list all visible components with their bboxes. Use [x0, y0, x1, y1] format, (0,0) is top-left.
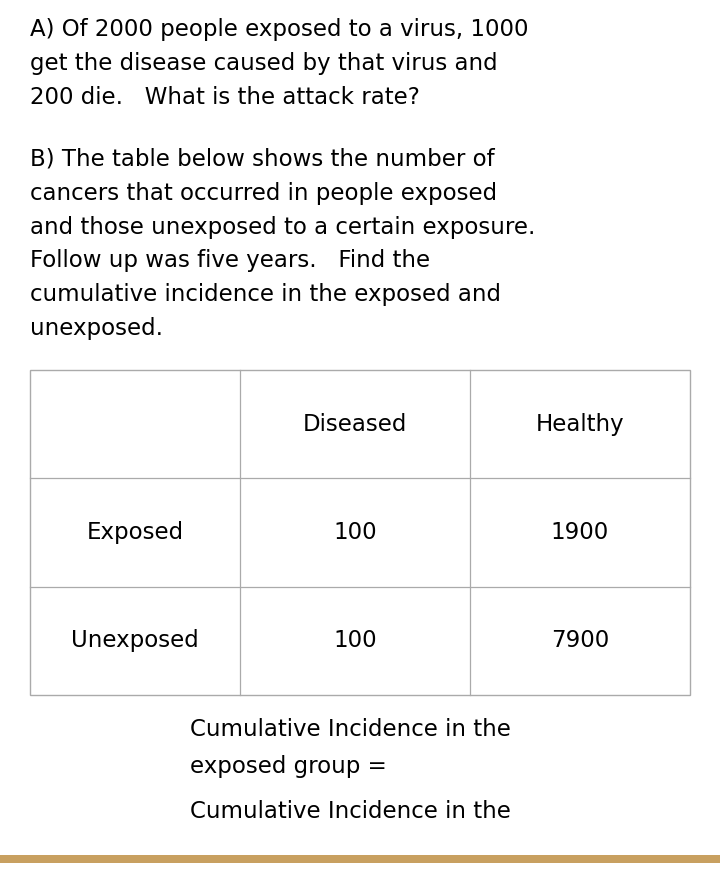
Text: B) The table below shows the number of
cancers that occurred in people exposed
a: B) The table below shows the number of c… — [30, 148, 536, 340]
Text: Unexposed: Unexposed — [71, 630, 199, 652]
Text: 1900: 1900 — [551, 521, 609, 544]
Text: Cumulative Incidence in the: Cumulative Incidence in the — [190, 718, 511, 741]
Text: Exposed: Exposed — [86, 521, 184, 544]
Text: 7900: 7900 — [551, 630, 609, 652]
Text: Diseased: Diseased — [303, 413, 408, 436]
Bar — [0, 855, 720, 863]
Bar — [30, 370, 690, 695]
Text: A) Of 2000 people exposed to a virus, 1000
get the disease caused by that virus : A) Of 2000 people exposed to a virus, 10… — [30, 18, 528, 109]
Text: Healthy: Healthy — [536, 413, 624, 436]
Text: Cumulative Incidence in the: Cumulative Incidence in the — [190, 800, 511, 823]
Text: 100: 100 — [333, 630, 377, 652]
Text: exposed group =: exposed group = — [190, 755, 387, 778]
Text: 100: 100 — [333, 521, 377, 544]
